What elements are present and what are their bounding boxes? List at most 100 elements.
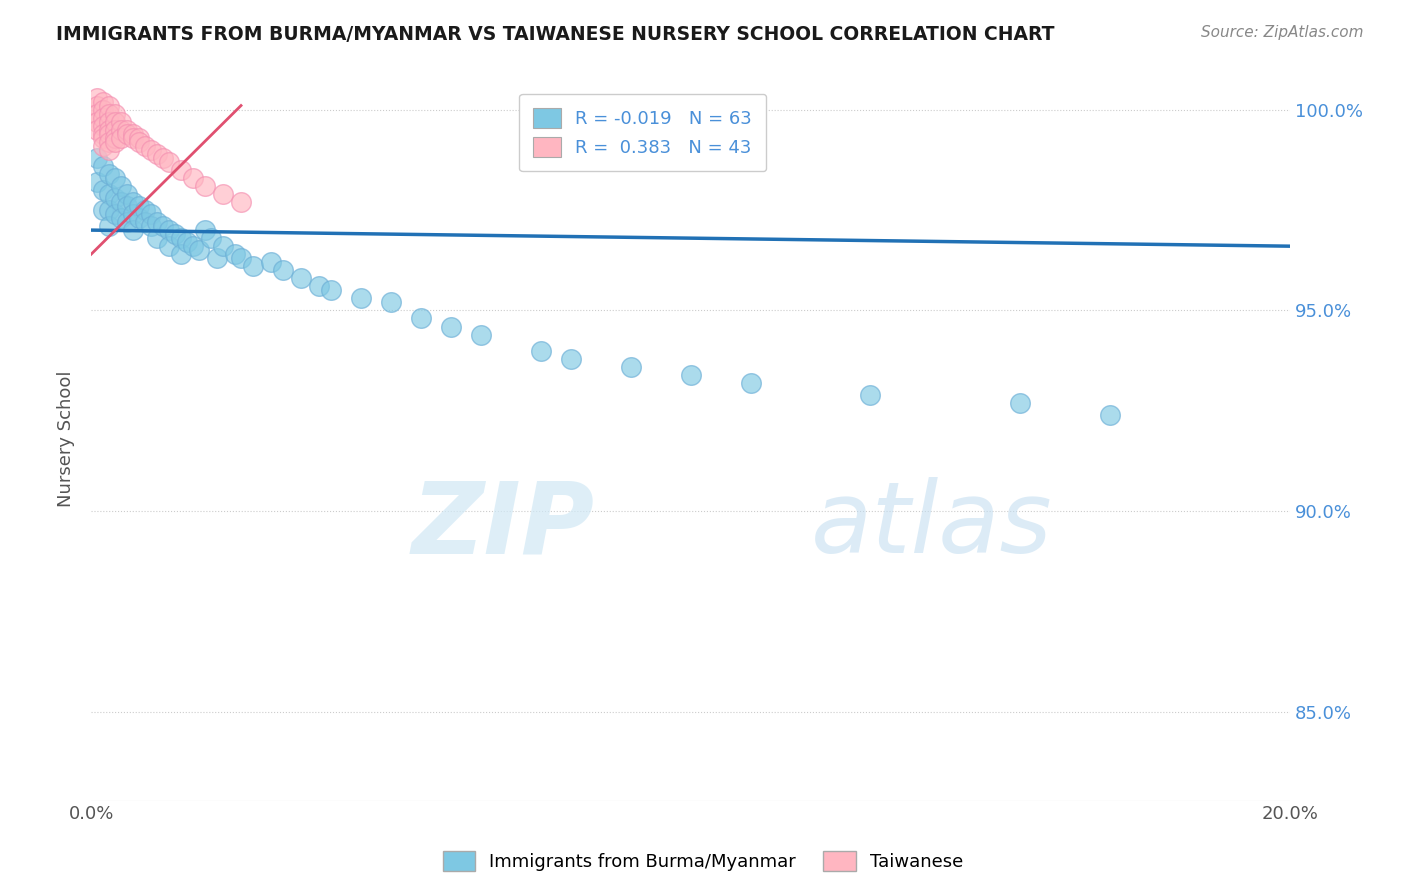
Point <box>122 194 145 209</box>
Point <box>104 114 127 128</box>
Point <box>115 186 138 201</box>
Point <box>157 239 180 253</box>
Point <box>205 252 228 266</box>
Point <box>122 127 145 141</box>
Point <box>86 106 108 120</box>
Point <box>146 146 169 161</box>
Point <box>409 311 432 326</box>
Point <box>98 135 121 149</box>
Point <box>91 138 114 153</box>
Point <box>115 122 138 136</box>
Point <box>91 159 114 173</box>
Point <box>115 215 138 229</box>
Point <box>98 167 121 181</box>
Point <box>110 194 132 209</box>
Text: Source: ZipAtlas.com: Source: ZipAtlas.com <box>1201 25 1364 40</box>
Point <box>104 106 127 120</box>
Point <box>110 178 132 193</box>
Point <box>242 260 264 274</box>
Point <box>134 215 156 229</box>
Point <box>181 170 204 185</box>
Point <box>86 122 108 136</box>
Point <box>139 207 162 221</box>
Point <box>1099 408 1122 422</box>
Point <box>115 199 138 213</box>
Point <box>110 130 132 145</box>
Point <box>91 119 114 133</box>
Point <box>104 191 127 205</box>
Point <box>212 239 235 253</box>
Point <box>224 247 246 261</box>
Point <box>165 227 187 241</box>
Point <box>139 219 162 233</box>
Point <box>134 202 156 217</box>
Point <box>1010 396 1032 410</box>
Point <box>104 207 127 221</box>
Point <box>157 154 180 169</box>
Point <box>188 243 211 257</box>
Point <box>260 255 283 269</box>
Point <box>98 122 121 136</box>
Point <box>530 343 553 358</box>
Point <box>104 170 127 185</box>
Point <box>128 199 150 213</box>
Point <box>91 95 114 109</box>
Point <box>98 202 121 217</box>
Point <box>380 295 402 310</box>
Text: atlas: atlas <box>810 477 1052 574</box>
Point <box>319 284 342 298</box>
Point <box>308 279 330 293</box>
Point <box>122 130 145 145</box>
Point <box>560 351 582 366</box>
Point <box>200 231 222 245</box>
Point <box>98 143 121 157</box>
Point <box>271 263 294 277</box>
Point <box>98 219 121 233</box>
Point <box>152 151 174 165</box>
Point <box>176 235 198 249</box>
Y-axis label: Nursery School: Nursery School <box>58 371 75 508</box>
Point <box>91 130 114 145</box>
Text: IMMIGRANTS FROM BURMA/MYANMAR VS TAIWANESE NURSERY SCHOOL CORRELATION CHART: IMMIGRANTS FROM BURMA/MYANMAR VS TAIWANE… <box>56 25 1054 44</box>
Point <box>110 211 132 225</box>
Point <box>98 98 121 112</box>
Point <box>128 130 150 145</box>
Point <box>679 368 702 382</box>
Point <box>86 151 108 165</box>
Point <box>170 231 193 245</box>
Point <box>152 219 174 233</box>
Point <box>122 223 145 237</box>
Point <box>98 186 121 201</box>
Point <box>91 127 114 141</box>
Point <box>181 239 204 253</box>
Point <box>91 111 114 125</box>
Point <box>91 103 114 117</box>
Point <box>98 114 121 128</box>
Legend: R = -0.019   N = 63, R =  0.383   N = 43: R = -0.019 N = 63, R = 0.383 N = 43 <box>519 94 766 171</box>
Point <box>146 231 169 245</box>
Point <box>146 215 169 229</box>
Point <box>91 183 114 197</box>
Point <box>194 178 217 193</box>
Point <box>86 90 108 104</box>
Point <box>98 106 121 120</box>
Point <box>212 186 235 201</box>
Point <box>86 114 108 128</box>
Point <box>290 271 312 285</box>
Point <box>104 122 127 136</box>
Point <box>470 327 492 342</box>
Point <box>134 138 156 153</box>
Point <box>122 207 145 221</box>
Point <box>86 175 108 189</box>
Point <box>229 194 252 209</box>
Text: ZIP: ZIP <box>412 477 595 574</box>
Point <box>139 143 162 157</box>
Point <box>128 211 150 225</box>
Point <box>128 135 150 149</box>
Point <box>104 130 127 145</box>
Point <box>104 135 127 149</box>
Point <box>350 292 373 306</box>
Point <box>620 359 643 374</box>
Point <box>440 319 463 334</box>
Point <box>170 247 193 261</box>
